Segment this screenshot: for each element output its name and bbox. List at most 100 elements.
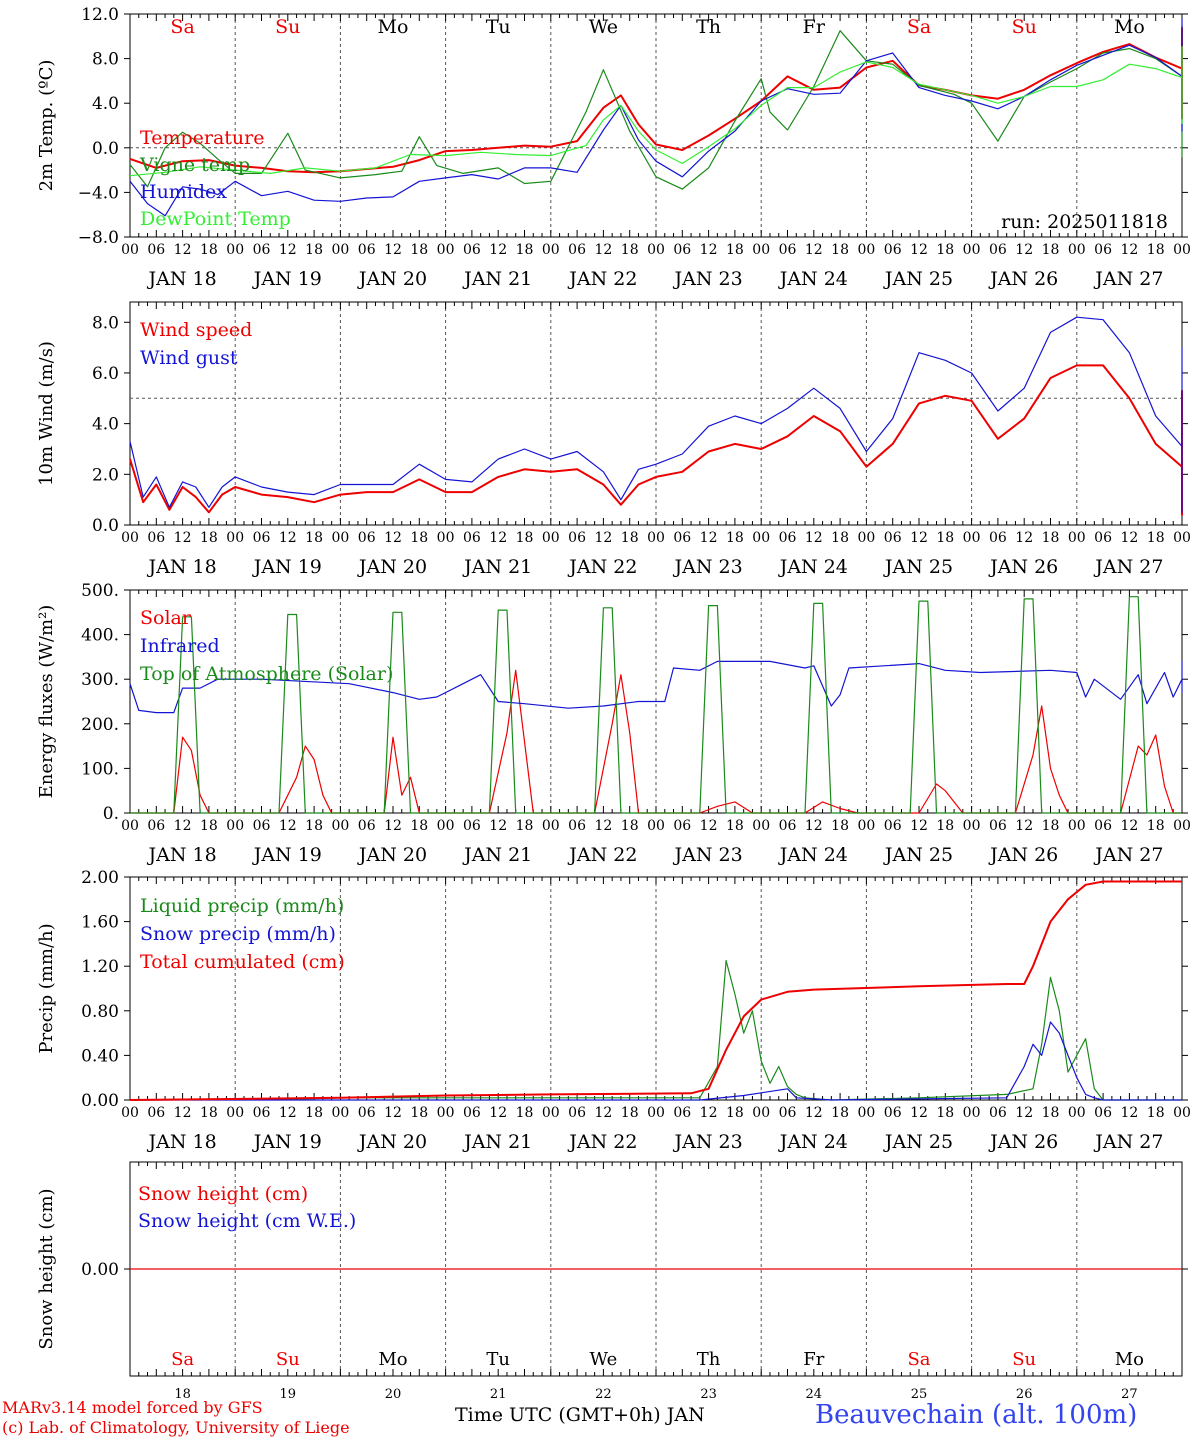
date-label: JAN 25	[883, 844, 953, 866]
date-label: JAN 25	[883, 1131, 953, 1153]
date-label: JAN 24	[778, 268, 848, 290]
date-label: JAN 26	[988, 268, 1058, 290]
hour-label: 06	[884, 818, 902, 834]
hour-label: 00	[647, 242, 665, 258]
date-label: JAN 23	[673, 268, 743, 290]
hour-label: 18	[1147, 242, 1165, 258]
y-tick-label: 4.0	[92, 415, 119, 435]
hour-label: 00	[226, 530, 244, 546]
hour-label: 00	[1068, 1105, 1086, 1121]
weekday-label: Tu	[486, 16, 511, 38]
date-label: JAN 27	[1093, 268, 1163, 290]
legend-entry: Solar	[140, 607, 192, 629]
legend-entry: Humidex	[140, 181, 227, 203]
weekday-label: We	[590, 1349, 618, 1370]
hour-label: 06	[1094, 1105, 1112, 1121]
weekday-label: Mo	[1115, 1349, 1144, 1370]
hour-label: 12	[174, 818, 192, 834]
hour-label: 06	[463, 530, 481, 546]
hour-label: 18	[200, 242, 218, 258]
station-label: Beauvechain (alt. 100m)	[815, 1400, 1138, 1430]
hour-label: 18	[200, 818, 218, 834]
hour-label: 00	[1068, 818, 1086, 834]
y-tick-label: 12.0	[81, 5, 119, 25]
hour-label: 18	[305, 818, 323, 834]
hour-label: 06	[147, 818, 165, 834]
hour-label: 00	[647, 530, 665, 546]
hour-label: 18	[936, 818, 954, 834]
date-label: JAN 23	[673, 844, 743, 866]
hour-label: 06	[779, 530, 797, 546]
hour-label: 12	[700, 818, 718, 834]
hour-label: 18	[621, 530, 639, 546]
legend-entry: Total cumulated (cm)	[140, 951, 345, 973]
y-tick-label: 0.0	[92, 139, 119, 159]
date-label: JAN 23	[673, 1131, 743, 1153]
hour-label: 06	[253, 818, 271, 834]
hour-label: 00	[857, 242, 875, 258]
hour-label: 00	[121, 1105, 139, 1121]
hour-label: 06	[779, 818, 797, 834]
panel-4: 2.00 1.60 1.20 0.80 0.40 0.00 Precip (mm/h) Liq…	[36, 868, 1191, 1153]
hour-label: 06	[1094, 242, 1112, 258]
legend-entry: Top of Atmosphere (Solar)	[140, 663, 393, 685]
hour-label: 18	[1042, 1105, 1060, 1121]
y-axis-label: 10m Wind (m/s)	[36, 341, 57, 486]
hour-label: 18	[1147, 818, 1165, 834]
series-line-3	[130, 596, 1182, 814]
hour-label: 00	[1068, 530, 1086, 546]
weekday-label: Mo	[378, 16, 409, 38]
hour-label: 06	[253, 1105, 271, 1121]
date-label: JAN 22	[567, 268, 637, 290]
hour-label: 06	[253, 530, 271, 546]
y-tick-label: 6.0	[92, 364, 119, 384]
date-label: JAN 25	[883, 556, 953, 578]
hour-label: 18	[305, 242, 323, 258]
hour-label: 18	[726, 1105, 744, 1121]
hour-label: 18	[410, 818, 428, 834]
hour-label: 06	[884, 530, 902, 546]
hour-label: 06	[358, 242, 376, 258]
date-label: JAN 27	[1093, 1131, 1163, 1153]
hour-label: 18	[936, 242, 954, 258]
hour-label: 18	[305, 1105, 323, 1121]
hour-label: 00	[331, 242, 349, 258]
y-tick-label: 2.00	[81, 868, 119, 888]
hour-label: 12	[910, 1105, 928, 1121]
y-tick-label: 0.00	[81, 1260, 119, 1280]
hour-label: 18	[726, 530, 744, 546]
day-number-label: 22	[595, 1387, 612, 1402]
weekday-label: Th	[697, 1349, 721, 1370]
hour-label: 06	[147, 530, 165, 546]
day-number-label: 26	[1016, 1387, 1033, 1402]
hour-label: 00	[121, 818, 139, 834]
hour-label: 12	[805, 530, 823, 546]
hour-label: 18	[1042, 530, 1060, 546]
hour-label: 00	[226, 818, 244, 834]
date-label: JAN 22	[567, 844, 637, 866]
hour-label: 06	[673, 818, 691, 834]
date-label: JAN 21	[462, 844, 532, 866]
date-label: JAN 26	[988, 556, 1058, 578]
hour-label: 12	[1120, 818, 1138, 834]
hour-label: 12	[174, 1105, 192, 1121]
hour-label: 00	[752, 530, 770, 546]
hour-label: 00	[437, 1105, 455, 1121]
hour-label: 00	[647, 818, 665, 834]
legend-entry: Wind speed	[140, 319, 252, 341]
panel-1: 12.0 8.0 4.0 0.0 −4.0 −8.0 2m Temp. (ºC) Temper…	[36, 5, 1191, 290]
hour-label: 12	[174, 530, 192, 546]
legend-entry: Vigne temp	[139, 154, 250, 176]
date-label: JAN 18	[147, 268, 217, 290]
y-tick-label: 200.	[81, 715, 119, 735]
hour-label: 06	[989, 1105, 1007, 1121]
hour-label: 18	[831, 1105, 849, 1121]
hour-label: 18	[200, 530, 218, 546]
hour-label: 00	[331, 1105, 349, 1121]
hour-label: 06	[463, 818, 481, 834]
series-line-1	[130, 669, 1182, 814]
hour-label: 12	[279, 530, 297, 546]
hour-label: 06	[779, 1105, 797, 1121]
hour-label: 12	[910, 818, 928, 834]
hour-label: 12	[1015, 1105, 1033, 1121]
